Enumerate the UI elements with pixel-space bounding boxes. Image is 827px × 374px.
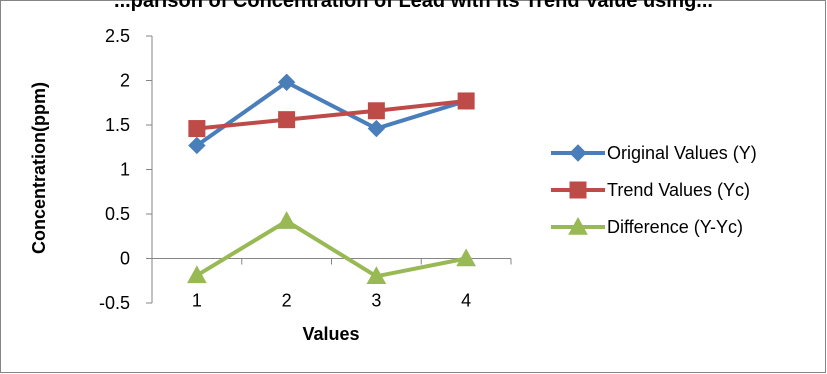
data-point-trend-values-yc	[278, 111, 296, 129]
y-tick-label: -0.5	[99, 293, 130, 313]
legend-label-trend-values-yc: Trend Values (Yc)	[607, 180, 750, 200]
series-line-original-values-y	[195, 80, 467, 148]
x-tick-label: 2	[282, 291, 292, 311]
series-line-difference-y-yc	[195, 219, 467, 279]
y-tick-label: 0	[120, 249, 130, 269]
y-tick-label: 1	[120, 160, 130, 180]
data-point-difference-y-yc	[456, 248, 476, 267]
data-point-difference-y-yc	[366, 266, 387, 284]
x-tick-label: 3	[371, 291, 381, 311]
data-point-original-values-y	[367, 119, 386, 138]
legend-label-original-values-y: Original Values (Y)	[607, 143, 757, 163]
data-point-trend-values-yc	[367, 102, 385, 120]
y-tick-label: 0.5	[105, 204, 130, 224]
x-axis-title: Values	[302, 324, 359, 344]
data-point-original-values-y	[277, 73, 296, 91]
data-point-difference-y-yc	[187, 265, 207, 284]
series-line-trend-values-yc	[196, 98, 467, 131]
data-point-original-values-y	[188, 136, 206, 155]
legend-marker-difference-y-yc	[568, 216, 588, 235]
x-tick-label: 1	[192, 291, 202, 311]
y-tick-label: 2	[120, 71, 130, 91]
legend-label-difference-y-yc: Difference (Y-Yc)	[607, 217, 743, 237]
legend-marker-original-values-y	[569, 144, 587, 162]
chart-title: ...parison of Concentration of Lead with…	[114, 0, 713, 12]
data-point-trend-values-yc	[457, 92, 475, 110]
x-tick-label: 4	[461, 291, 471, 311]
data-point-trend-values-yc	[188, 120, 206, 138]
y-axis-title: Concentration(ppm)	[29, 82, 49, 254]
y-tick-label: 1.5	[105, 115, 130, 135]
legend-marker-trend-values-yc	[569, 181, 587, 199]
y-tick-label: 2.5	[105, 26, 130, 46]
data-point-difference-y-yc	[276, 211, 297, 229]
